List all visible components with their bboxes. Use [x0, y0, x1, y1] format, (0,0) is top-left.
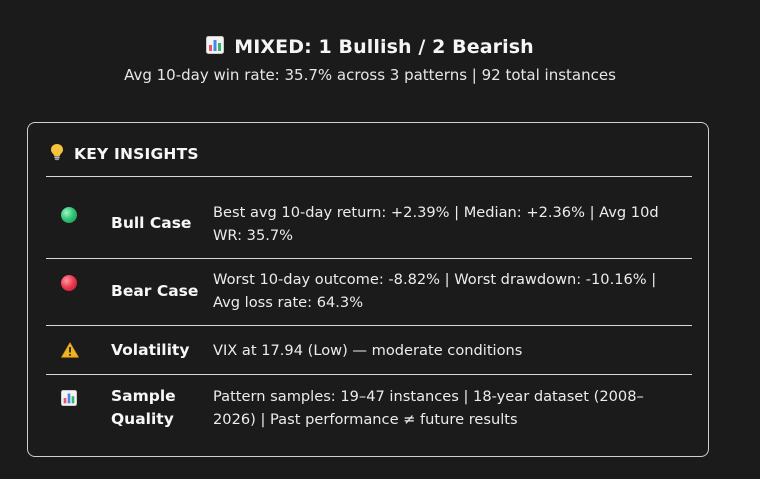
- green-circle-icon: [61, 207, 77, 223]
- key-insights-title: KEY INSIGHTS: [74, 145, 199, 163]
- red-circle-icon: [61, 275, 77, 291]
- insight-row-sample-quality: Sample Quality Pattern samples: 19–47 in…: [46, 374, 692, 454]
- lightbulb-icon: [50, 143, 64, 165]
- title-row: MIXED: 1 Bullish / 2 Bearish: [0, 30, 740, 64]
- insight-label: Bull Case: [111, 214, 192, 232]
- insight-label: Sample Quality: [111, 387, 176, 428]
- key-insights-card: KEY INSIGHTS Bull Case Best avg 10-day r…: [27, 122, 709, 457]
- insight-row-bear-case: Bear Case Worst 10-day outcome: -8.82% |…: [46, 258, 692, 325]
- summary-title: MIXED: 1 Bullish / 2 Bearish: [234, 36, 534, 58]
- insight-label: Bear Case: [111, 282, 199, 300]
- key-insights-header: KEY INSIGHTS: [50, 143, 199, 165]
- insight-row-volatility: Volatility VIX at 17.94 (Low) — moderate…: [46, 325, 692, 374]
- bar-chart-icon: [61, 390, 77, 406]
- insight-text: VIX at 17.94 (Low) — moderate conditions: [213, 342, 523, 359]
- insight-text: Pattern samples: 19–47 instances | 18-ye…: [213, 388, 644, 428]
- insight-text: Best avg 10-day return: +2.39% | Median:…: [213, 204, 659, 244]
- insight-text: Worst 10-day outcome: -8.82% | Worst dra…: [213, 271, 657, 311]
- insight-row-bull-case: Bull Case Best avg 10-day return: +2.39%…: [46, 176, 692, 258]
- summary-subtitle: Avg 10-day win rate: 35.7% across 3 patt…: [124, 66, 616, 84]
- insight-label: Volatility: [111, 341, 190, 359]
- warning-icon: [61, 342, 79, 358]
- bar-chart-icon: [206, 36, 225, 58]
- insights-list: Bull Case Best avg 10-day return: +2.39%…: [46, 176, 692, 454]
- summary-header: MIXED: 1 Bullish / 2 Bearish Avg 10-day …: [0, 30, 740, 84]
